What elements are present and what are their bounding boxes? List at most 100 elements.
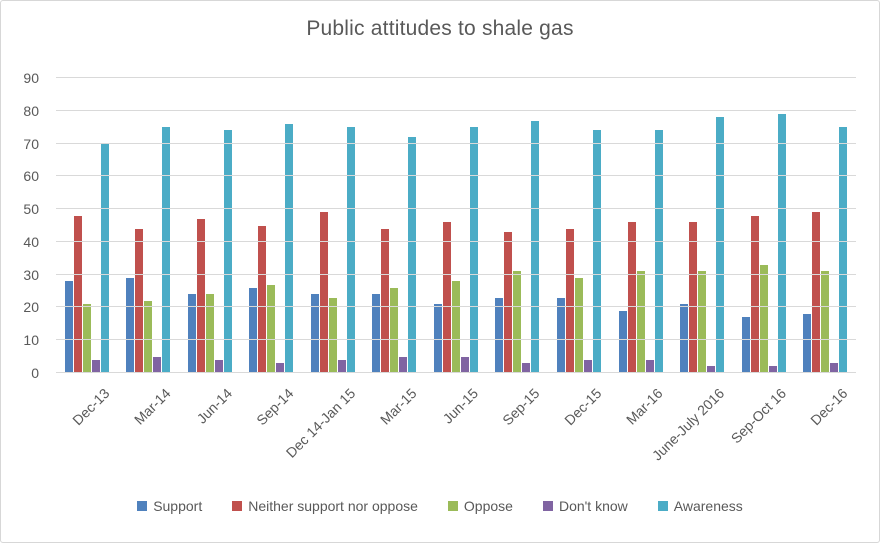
gridline — [56, 339, 856, 341]
legend-item: Neither support nor oppose — [232, 498, 418, 514]
bar-don-t-know — [337, 359, 346, 373]
bar-neither-support-nor-oppose — [442, 222, 451, 373]
gridline — [56, 372, 856, 373]
bar-don-t-know — [584, 359, 593, 373]
legend-label: Neither support nor oppose — [248, 498, 418, 514]
bar-don-t-know — [830, 363, 839, 373]
bar-awareness — [654, 130, 663, 373]
bar-awareness — [531, 120, 540, 373]
x-axis-label: Sep-15 — [499, 385, 543, 429]
bar-group — [118, 78, 180, 373]
legend-swatch-awareness — [657, 501, 668, 511]
bar-neither-support-nor-oppose — [196, 218, 205, 373]
bar-awareness — [839, 127, 848, 373]
bar-group — [671, 78, 733, 373]
bar-neither-support-nor-oppose — [812, 212, 821, 373]
bar-neither-support-nor-oppose — [750, 215, 759, 373]
y-tick-label: 10 — [23, 332, 39, 349]
bar-oppose — [267, 284, 276, 373]
bar-awareness — [223, 130, 232, 373]
bar-oppose — [451, 281, 460, 373]
bar-group — [302, 78, 364, 373]
bar-support — [803, 314, 812, 373]
bar-don-t-know — [153, 356, 162, 373]
bar-awareness — [469, 127, 478, 373]
bar-group — [610, 78, 672, 373]
bar-don-t-know — [522, 363, 531, 373]
bar-oppose — [821, 271, 830, 373]
bar-group — [241, 78, 303, 373]
bar-don-t-know — [399, 356, 408, 373]
y-tick-label: 0 — [31, 365, 39, 381]
y-axis: 0 10 20 30 40 50 60 70 80 90 — [1, 71, 47, 380]
bar-oppose — [82, 304, 91, 373]
bar-neither-support-nor-oppose — [73, 215, 82, 373]
bar-oppose — [390, 287, 399, 373]
x-axis-label: Jun-15 — [439, 385, 482, 427]
bar-oppose — [144, 300, 153, 373]
bar-oppose — [205, 294, 214, 373]
legend-label: Support — [153, 498, 203, 514]
legend-item: Oppose — [447, 498, 513, 514]
y-tick-label: 60 — [23, 168, 39, 185]
bar-support — [618, 310, 627, 373]
bar-oppose — [328, 297, 337, 373]
bar-neither-support-nor-oppose — [258, 225, 267, 373]
bar-don-t-know — [91, 359, 100, 373]
bar-don-t-know — [214, 359, 223, 373]
y-tick-label: 90 — [23, 70, 39, 86]
bar-support — [557, 297, 566, 373]
bar-neither-support-nor-oppose — [566, 228, 575, 373]
x-axis: Dec-13 Mar-14 Jun-14 Sep-14 Dec 14-Jan 15 Mar… — [56, 373, 856, 481]
chart-title: Public attitudes to shale gas — [306, 17, 574, 40]
bar-awareness — [593, 130, 602, 373]
gridline — [56, 175, 856, 177]
legend-swatch-neither-support-nor-oppose — [232, 501, 243, 511]
bar-group — [733, 78, 795, 373]
bar-group — [548, 78, 610, 373]
gridline — [56, 240, 856, 242]
bar-oppose — [759, 264, 768, 373]
bar-support — [310, 294, 319, 373]
bar-neither-support-nor-oppose — [504, 232, 513, 373]
bar-neither-support-nor-oppose — [319, 212, 328, 373]
bar-group — [425, 78, 487, 373]
x-axis-label: Dec-15 — [561, 385, 605, 429]
legend-swatch-oppose — [447, 501, 458, 511]
bar-support — [433, 304, 442, 373]
y-tick-label: 70 — [23, 135, 39, 152]
bar-support — [64, 281, 73, 373]
bar-neither-support-nor-oppose — [627, 222, 636, 373]
x-axis-label: Sep-Oct 16 — [727, 385, 790, 447]
bar-group — [364, 78, 426, 373]
legend-item: Awareness — [657, 498, 743, 514]
bar-don-t-know — [768, 366, 777, 373]
bar-oppose — [636, 271, 645, 373]
bar-awareness — [777, 114, 786, 373]
x-axis-label: Dec-16 — [807, 385, 851, 429]
bar-group — [794, 78, 856, 373]
x-axis-label: Mar-15 — [377, 385, 420, 428]
legend-label: Awareness — [673, 498, 743, 514]
x-axis-label: Mar-14 — [130, 385, 174, 428]
y-tick-label: 80 — [23, 102, 39, 119]
bar-awareness — [100, 143, 109, 373]
legend: Support Neither support nor oppose Oppose D… — [1, 498, 879, 514]
plot-area — [56, 77, 856, 373]
legend-swatch-support — [137, 501, 148, 511]
bar-support — [372, 294, 381, 373]
legend-swatch-don-t-know — [542, 501, 553, 511]
bar-support — [126, 277, 135, 373]
gridline — [56, 109, 856, 111]
legend-label: Oppose — [463, 498, 513, 514]
gridline — [56, 208, 856, 210]
bar-don-t-know — [707, 366, 716, 373]
y-tick-label: 20 — [23, 299, 39, 316]
bar-neither-support-nor-oppose — [689, 222, 698, 373]
bar-oppose — [575, 277, 584, 373]
gridline — [56, 306, 856, 308]
bar-oppose — [513, 271, 522, 373]
y-tick-label: 30 — [23, 266, 39, 283]
bar-group — [487, 78, 549, 373]
